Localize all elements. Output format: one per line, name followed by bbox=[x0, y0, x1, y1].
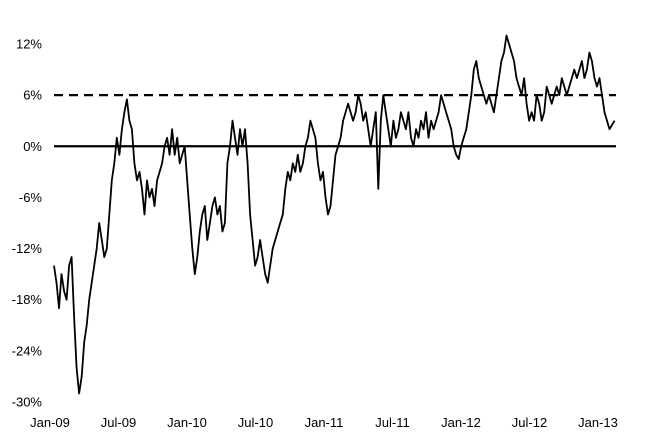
y-tick-label: 0% bbox=[23, 139, 42, 154]
y-tick-label: -6% bbox=[19, 190, 43, 205]
series-group bbox=[53, 34, 616, 395]
x-tick-label: Jul-09 bbox=[101, 415, 136, 430]
x-tick-label: Jan-10 bbox=[167, 415, 207, 430]
x-tick-label: Jan-13 bbox=[578, 415, 618, 430]
y-tick-label: -24% bbox=[12, 343, 43, 358]
reference-lines bbox=[54, 94, 616, 148]
x-tick-label: Jul-11 bbox=[375, 415, 409, 430]
x-tick-label: Jan-12 bbox=[441, 415, 481, 430]
y-tick-label: 6% bbox=[23, 88, 42, 103]
y-tick-label: -30% bbox=[12, 395, 43, 410]
y-tick-label: -12% bbox=[12, 241, 43, 256]
y-tick-label: -18% bbox=[12, 292, 43, 307]
series-line bbox=[53, 34, 616, 395]
x-tick-label: Jan-09 bbox=[30, 415, 70, 430]
x-axis-tick-labels: Jan-09 Jul-09 Jan-10 Jul-10 Jan-11 Jul-11 Jan-… bbox=[30, 415, 618, 430]
x-tick-label: Jul-10 bbox=[238, 415, 273, 430]
y-axis-tick-labels: -30% -24% -18% -12% -6% 0% 6% 12% bbox=[12, 37, 43, 410]
y-tick-label: 12% bbox=[16, 37, 42, 52]
x-tick-label: Jul-12 bbox=[512, 415, 547, 430]
x-tick-label: Jan-11 bbox=[305, 415, 344, 430]
